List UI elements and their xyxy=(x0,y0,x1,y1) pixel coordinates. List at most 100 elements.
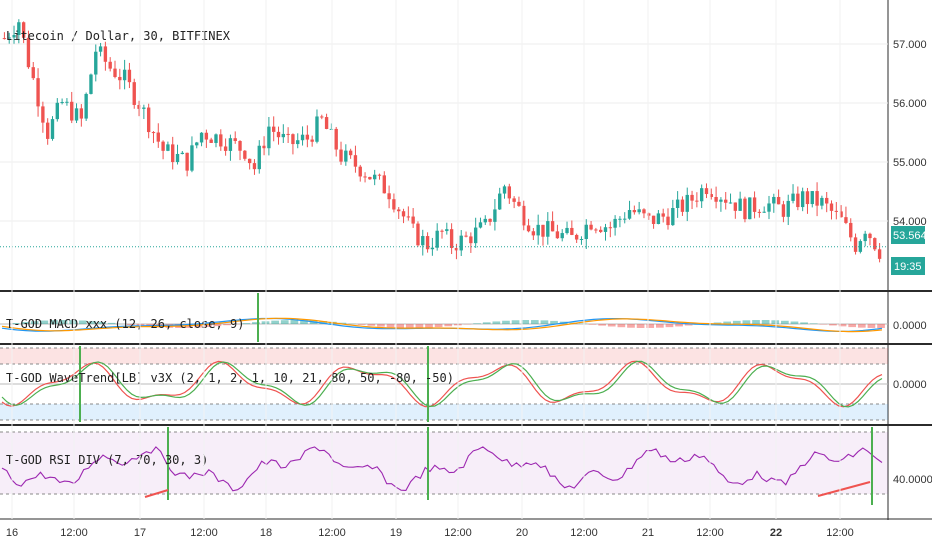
last-price-badge xyxy=(891,226,925,244)
macd-histogram-bar xyxy=(540,320,549,324)
candle-body xyxy=(449,229,454,248)
candle-body xyxy=(714,197,718,202)
macd-histogram-bar xyxy=(300,320,308,324)
candle-body xyxy=(358,166,362,177)
macd-histogram-bar xyxy=(377,324,385,327)
macd-histogram-bar xyxy=(655,324,664,328)
candle-body xyxy=(565,227,569,234)
candle-body xyxy=(296,140,300,145)
candle-body xyxy=(60,102,64,104)
rsi-axis-tick: 40.0000 xyxy=(893,474,932,486)
candle-body xyxy=(699,188,704,202)
macd-histogram-bar xyxy=(550,320,558,324)
macd-histogram-bar xyxy=(521,320,530,324)
candle-body xyxy=(603,227,608,232)
candle-body xyxy=(791,193,795,201)
macd-histogram-bar xyxy=(242,323,251,324)
candle-body xyxy=(46,122,50,139)
macd-histogram-bar xyxy=(800,322,808,324)
candle-body xyxy=(339,149,343,162)
candle-body xyxy=(627,210,632,219)
divergence-line-1 xyxy=(144,489,169,498)
candle-body xyxy=(315,116,319,142)
candle-body xyxy=(752,197,757,212)
macd-histogram-bar xyxy=(752,320,760,324)
macd-histogram-bar xyxy=(434,324,443,328)
macd-histogram-bar xyxy=(857,324,866,328)
candle-body xyxy=(142,107,146,109)
candle-body xyxy=(584,224,588,240)
candle-body xyxy=(7,37,11,39)
candle-body xyxy=(743,198,747,220)
candle-body xyxy=(858,241,863,252)
candle-body xyxy=(868,233,872,239)
macd-histogram-bar xyxy=(761,320,770,324)
macd-histogram-bar xyxy=(415,324,424,328)
candle-body xyxy=(98,46,103,52)
candle-body xyxy=(637,209,641,213)
candle-body xyxy=(12,35,16,38)
candle-body xyxy=(632,210,637,213)
candle-body xyxy=(550,221,555,232)
candle-body xyxy=(709,194,713,198)
macd-histogram-bar xyxy=(732,320,741,324)
candle-body xyxy=(425,236,430,250)
candle-body xyxy=(146,107,151,133)
candle-body xyxy=(464,235,468,237)
macd-histogram-bar xyxy=(69,320,78,324)
macd-histogram-bar xyxy=(319,321,328,324)
candle-body xyxy=(844,217,848,223)
candle-body xyxy=(214,134,218,143)
candle-body xyxy=(421,236,425,246)
candle-body xyxy=(796,193,800,208)
candle-body xyxy=(26,37,31,68)
candle-body xyxy=(363,176,367,178)
candle-body xyxy=(41,106,45,123)
candle-body xyxy=(21,22,26,38)
candle-body xyxy=(483,218,487,223)
candle-body xyxy=(320,116,324,118)
candle-body xyxy=(541,224,545,237)
macd-histogram-bar xyxy=(30,321,39,324)
candle-body xyxy=(873,238,877,250)
candle-body xyxy=(416,223,420,246)
wavetrend-line-2 xyxy=(1,360,883,408)
macd-histogram-bar xyxy=(771,320,780,324)
candle-body xyxy=(156,132,160,142)
candle-body xyxy=(31,67,35,79)
candle-body xyxy=(762,211,766,213)
candle-body xyxy=(257,145,261,170)
macd-histogram-bar xyxy=(502,320,510,324)
macd-histogram-bar xyxy=(252,322,260,324)
candle-body xyxy=(397,209,401,212)
macd-histogram-bar xyxy=(627,324,635,328)
candle-body xyxy=(781,204,786,217)
macd-histogram-bar xyxy=(59,320,68,324)
macd-histogram-bar xyxy=(223,324,231,326)
candle-body xyxy=(805,191,810,205)
macd-histogram-bar xyxy=(367,324,376,326)
candle-body xyxy=(724,199,728,203)
candle-body xyxy=(281,133,285,138)
candle-body xyxy=(329,128,334,130)
macd-histogram-bar xyxy=(11,322,20,324)
candle-body xyxy=(94,51,98,75)
candle-body xyxy=(50,119,55,139)
macd-histogram-bar xyxy=(588,324,597,325)
candle-body xyxy=(685,194,689,212)
wt-oversold-band xyxy=(0,404,888,420)
macd-axis-tick: 0.0000 xyxy=(893,320,927,332)
candle-body xyxy=(74,108,79,121)
candle-body xyxy=(406,216,411,218)
candle-body xyxy=(704,188,709,195)
candle-body xyxy=(776,196,781,205)
macd-histogram-bar xyxy=(742,320,751,324)
candle-body xyxy=(834,210,838,212)
candle-body xyxy=(55,102,59,120)
candle-body xyxy=(243,150,247,159)
candle-body xyxy=(815,191,819,206)
candle-body xyxy=(137,104,141,109)
candle-body xyxy=(517,201,521,206)
macd-histogram-bar xyxy=(636,324,645,328)
